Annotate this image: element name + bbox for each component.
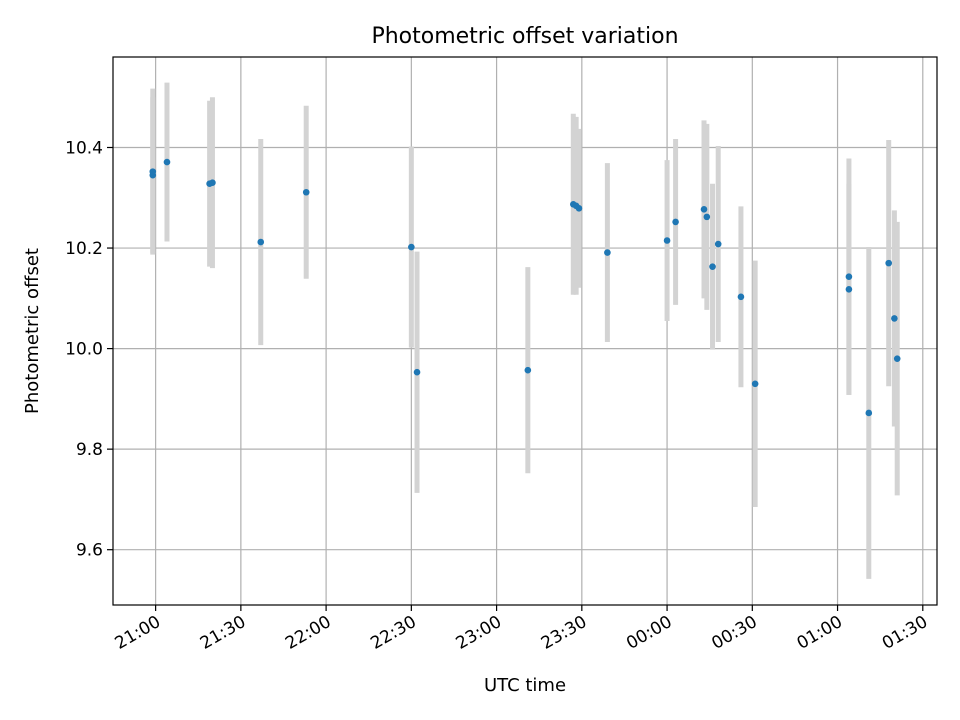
plot-frame [112, 56, 938, 606]
x-axis-label: UTC time [484, 675, 566, 696]
data-point [663, 237, 671, 244]
y-tick-label: 9.6 [76, 541, 103, 561]
y-tick-label: 10.4 [65, 138, 103, 158]
data-point [163, 158, 171, 166]
data-point [604, 249, 611, 256]
data-point [737, 293, 745, 301]
y-axis-ticks: 9.6 9.8 10.0 10.2 10.4 [65, 138, 113, 561]
y-tick-label: 10.2 [65, 239, 103, 259]
data-point [575, 205, 583, 212]
data-point [413, 368, 421, 376]
data-point [257, 238, 265, 246]
data-point [709, 263, 716, 270]
data-point [302, 188, 310, 196]
data-point [885, 259, 892, 267]
y-tick-label: 10.0 [65, 340, 103, 360]
data-point [209, 179, 216, 186]
data-point [408, 243, 415, 251]
y-axis-label: Photometric offset [22, 248, 43, 414]
data-point [149, 168, 157, 175]
data-point [891, 315, 898, 322]
grid [113, 57, 937, 605]
data-point [845, 273, 853, 281]
data-point [524, 366, 532, 374]
y-tick-label: 9.8 [76, 440, 103, 460]
data-point [703, 213, 711, 221]
data-points [149, 158, 901, 417]
data-point [751, 380, 759, 388]
data-point [845, 285, 853, 293]
data-point [714, 240, 722, 248]
chart-title: Photometric offset variation [371, 24, 678, 49]
data-point [700, 206, 708, 213]
data-point [865, 409, 873, 417]
data-point [893, 355, 901, 362]
data-point [672, 218, 679, 226]
